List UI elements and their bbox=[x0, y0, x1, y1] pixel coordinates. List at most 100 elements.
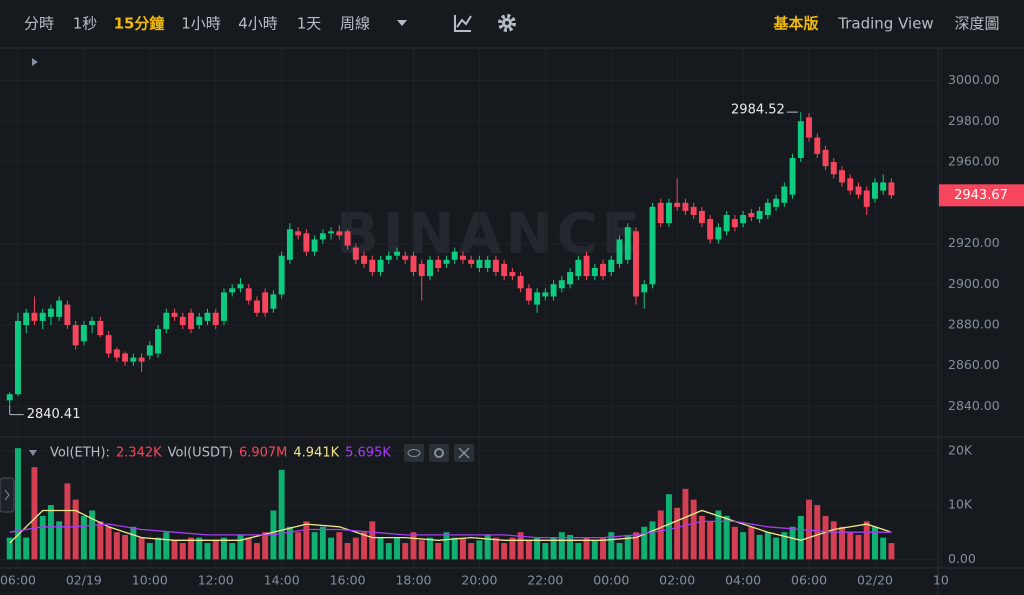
volume-bar bbox=[847, 532, 854, 560]
candle-body bbox=[130, 357, 137, 362]
candle-body bbox=[23, 312, 30, 325]
view-tab[interactable]: 基本版 bbox=[772, 15, 818, 33]
candle-body bbox=[616, 239, 623, 264]
candle-body bbox=[880, 182, 887, 191]
expand-arrow[interactable] bbox=[32, 58, 38, 66]
volume-legend-item: 4.941K bbox=[293, 446, 339, 461]
x-tick-label: 02:00 bbox=[659, 573, 695, 588]
candle-body bbox=[451, 251, 458, 260]
volume-bar bbox=[311, 532, 318, 560]
volume-bar bbox=[6, 537, 13, 560]
candle-body bbox=[715, 227, 722, 240]
volume-bar bbox=[707, 521, 714, 560]
interval-tab[interactable]: 1秒 bbox=[73, 15, 98, 33]
x-tick-label: 10:00 bbox=[132, 573, 168, 588]
candle-body bbox=[295, 231, 302, 236]
candle-body bbox=[352, 247, 359, 260]
candle-body bbox=[31, 312, 38, 321]
candle-body bbox=[591, 267, 598, 277]
candle-body bbox=[14, 320, 21, 395]
volume-bar bbox=[418, 540, 425, 560]
volume-bar bbox=[204, 543, 211, 560]
volume-bar bbox=[822, 515, 829, 560]
interval-tab[interactable]: 1天 bbox=[297, 15, 322, 33]
candle-body bbox=[748, 212, 755, 218]
candle-body bbox=[97, 320, 104, 336]
candle-body bbox=[336, 231, 343, 236]
interval-tab[interactable]: 4小時 bbox=[238, 15, 278, 33]
volume-bar bbox=[171, 540, 178, 560]
x-tick-label: 14:00 bbox=[264, 573, 300, 588]
volume-bar bbox=[138, 537, 145, 560]
volume-bar bbox=[550, 537, 557, 560]
volume-legend-item: 6.907M bbox=[239, 446, 287, 461]
volume-bar bbox=[484, 534, 491, 560]
candle-body bbox=[237, 284, 244, 289]
volume-legend bbox=[29, 444, 474, 462]
candle-body bbox=[443, 259, 450, 264]
volume-bar bbox=[501, 543, 508, 560]
volume-bar bbox=[14, 448, 21, 560]
volume-bar bbox=[402, 543, 409, 560]
volume-bar bbox=[534, 537, 541, 560]
y-tick-label: 2880.00 bbox=[948, 316, 1000, 331]
volume-bar bbox=[163, 532, 170, 560]
interval-tab[interactable]: 15分鐘 bbox=[114, 15, 165, 33]
candle-body bbox=[690, 206, 697, 216]
volume-bar bbox=[657, 510, 664, 560]
volume-bar bbox=[698, 515, 705, 560]
view-tab[interactable]: 深度圖 bbox=[954, 15, 999, 33]
volume-bar bbox=[682, 488, 689, 560]
eye-button[interactable] bbox=[404, 444, 424, 462]
volume-bar bbox=[196, 537, 203, 560]
candle-body bbox=[698, 210, 705, 224]
candle-body bbox=[781, 186, 788, 203]
side-handle-arrow bbox=[4, 489, 10, 501]
volume-bar bbox=[295, 532, 302, 560]
y-tick-label: 3000.00 bbox=[948, 72, 1000, 87]
candle-body bbox=[764, 202, 771, 216]
indicator-icon[interactable] bbox=[454, 15, 472, 32]
volume-bar bbox=[871, 526, 878, 560]
volume-bar bbox=[344, 543, 351, 560]
candle-body bbox=[707, 219, 714, 240]
candle-body bbox=[608, 259, 615, 273]
volume-bar bbox=[394, 537, 400, 560]
volume-bar bbox=[748, 526, 755, 560]
volume-bar bbox=[179, 543, 186, 560]
candle-body bbox=[657, 202, 664, 224]
candle-body bbox=[674, 202, 681, 207]
volume-bar bbox=[715, 510, 722, 560]
settings-button[interactable] bbox=[429, 444, 449, 462]
x-tick-label: 12:00 bbox=[198, 573, 234, 588]
candle-body bbox=[344, 231, 351, 246]
dropdown-arrow[interactable] bbox=[397, 20, 407, 26]
last-price-tag bbox=[939, 184, 1024, 207]
volume-bar bbox=[188, 537, 194, 560]
settings-icon[interactable] bbox=[498, 14, 516, 32]
candle-body bbox=[418, 263, 425, 277]
volume-bar bbox=[789, 526, 796, 560]
candle-body bbox=[435, 259, 442, 268]
volume-bar bbox=[410, 532, 417, 560]
volume-bar bbox=[855, 534, 862, 560]
volume-bar bbox=[336, 532, 343, 560]
candle-body bbox=[641, 284, 648, 293]
view-tab[interactable]: Trading View bbox=[837, 15, 933, 33]
candle-body bbox=[278, 255, 285, 295]
volume-bar bbox=[435, 543, 442, 560]
candle-body bbox=[204, 312, 211, 321]
interval-tab[interactable]: 分時 bbox=[24, 15, 54, 33]
candle-body bbox=[484, 259, 491, 268]
volume-bar bbox=[352, 537, 359, 560]
volume-bar bbox=[591, 540, 598, 560]
candle-body bbox=[863, 190, 870, 207]
interval-tab[interactable]: 周線 bbox=[340, 15, 370, 33]
candle-body bbox=[501, 263, 508, 277]
collapse-arrow[interactable] bbox=[29, 450, 37, 456]
x-tick-label: 04:00 bbox=[725, 573, 761, 588]
candle-body bbox=[665, 202, 672, 224]
interval-tab[interactable]: 1小時 bbox=[181, 15, 221, 33]
side-handle[interactable] bbox=[0, 477, 15, 513]
